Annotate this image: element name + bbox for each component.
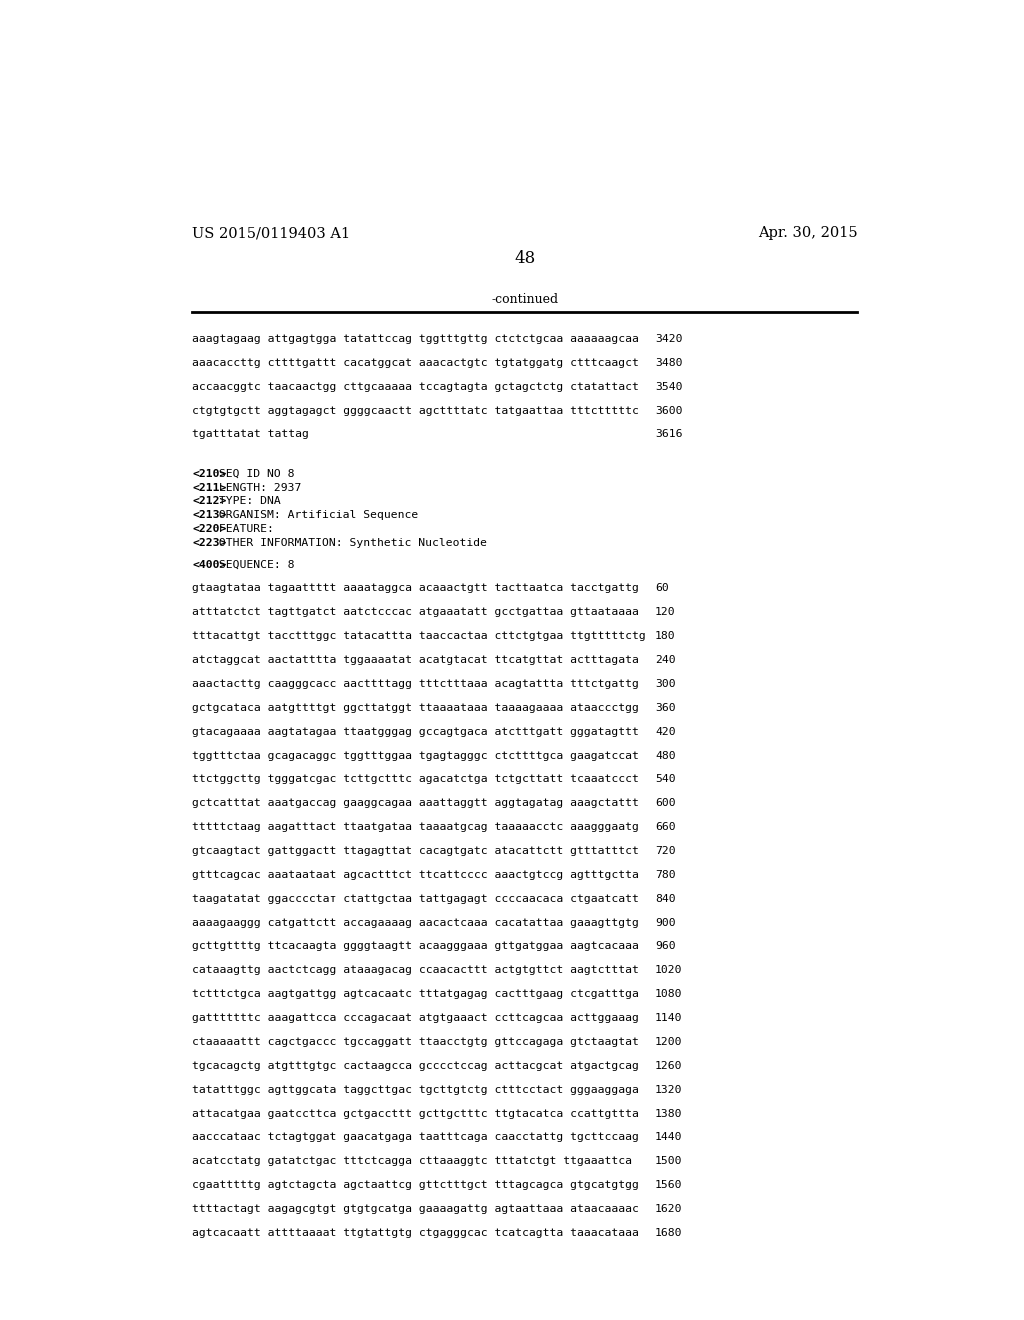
Text: LENGTH: 2937: LENGTH: 2937: [212, 483, 301, 492]
Text: cataaagttg aactctcagg ataaagacag ccaacacttt actgtgttct aagtctttat: cataaagttg aactctcagg ataaagacag ccaacac…: [193, 965, 639, 975]
Text: 1620: 1620: [655, 1204, 683, 1214]
Text: <223>: <223>: [193, 539, 226, 548]
Text: tttacattgt tacctttggc tatacattta taaccactaa cttctgtgaa ttgtttttctg: tttacattgt tacctttggc tatacattta taaccac…: [193, 631, 646, 642]
Text: ORGANISM: Artificial Sequence: ORGANISM: Artificial Sequence: [212, 511, 418, 520]
Text: -continued: -continued: [492, 293, 558, 306]
Text: 600: 600: [655, 799, 676, 808]
Text: FEATURE:: FEATURE:: [212, 524, 273, 535]
Text: 360: 360: [655, 702, 676, 713]
Text: 120: 120: [655, 607, 676, 618]
Text: SEQ ID NO 8: SEQ ID NO 8: [212, 469, 294, 479]
Text: 1380: 1380: [655, 1109, 683, 1118]
Text: cgaatttttg agtctagcta agctaattcg gttctttgct tttagcagca gtgcatgtgg: cgaatttttg agtctagcta agctaattcg gttcttt…: [193, 1180, 639, 1191]
Text: gtacagaaaa aagtatagaa ttaatgggag gccagtgaca atctttgatt gggatagttt: gtacagaaaa aagtatagaa ttaatgggag gccagtg…: [193, 726, 639, 737]
Text: 1440: 1440: [655, 1133, 683, 1142]
Text: <211>: <211>: [193, 483, 226, 492]
Text: 840: 840: [655, 894, 676, 904]
Text: aaagtagaag attgagtgga tatattccag tggtttgttg ctctctgcaa aaaaaagcaa: aaagtagaag attgagtgga tatattccag tggtttg…: [193, 334, 639, 345]
Text: 1140: 1140: [655, 1014, 683, 1023]
Text: ctaaaaattt cagctgaccc tgccaggatt ttaacctgtg gttccagaga gtctaagtat: ctaaaaattt cagctgaccc tgccaggatt ttaacct…: [193, 1038, 639, 1047]
Text: SEQUENCE: 8: SEQUENCE: 8: [212, 560, 294, 569]
Text: tttttctaag aagatttact ttaatgataa taaaatgcag taaaaacctc aaagggaatg: tttttctaag aagatttact ttaatgataa taaaatg…: [193, 822, 639, 832]
Text: tatatttggc agttggcata taggcttgac tgcttgtctg ctttcctact gggaaggaga: tatatttggc agttggcata taggcttgac tgcttgt…: [193, 1085, 639, 1094]
Text: ctgtgtgctt aggtagagct ggggcaactt agcttttatc tatgaattaa tttctttttc: ctgtgtgctt aggtagagct ggggcaactt agctttt…: [193, 405, 639, 416]
Text: aacccataac tctagtggat gaacatgaga taatttcaga caacctattg tgcttccaag: aacccataac tctagtggat gaacatgaga taatttc…: [193, 1133, 639, 1142]
Text: 1200: 1200: [655, 1038, 683, 1047]
Text: 1680: 1680: [655, 1228, 683, 1238]
Text: US 2015/0119403 A1: US 2015/0119403 A1: [193, 226, 350, 240]
Text: 1020: 1020: [655, 965, 683, 975]
Text: 180: 180: [655, 631, 676, 642]
Text: 1320: 1320: [655, 1085, 683, 1094]
Text: 900: 900: [655, 917, 676, 928]
Text: gctcatttat aaatgaccag gaaggcagaa aaattaggtt aggtagatag aaagctattt: gctcatttat aaatgaccag gaaggcagaa aaattag…: [193, 799, 639, 808]
Text: 48: 48: [514, 249, 536, 267]
Text: 3480: 3480: [655, 358, 683, 368]
Text: 1080: 1080: [655, 989, 683, 999]
Text: attacatgaa gaatccttca gctgaccttt gcttgctttc ttgtacatca ccattgttta: attacatgaa gaatccttca gctgaccttt gcttgct…: [193, 1109, 639, 1118]
Text: atctaggcat aactatttta tggaaaatat acatgtacat ttcatgttat actttagata: atctaggcat aactatttta tggaaaatat acatgta…: [193, 655, 639, 665]
Text: <220>: <220>: [193, 524, 226, 535]
Text: <212>: <212>: [193, 496, 226, 507]
Text: taagatatat ggacccctат ctattgctaa tattgagagt ccccaacaca ctgaatcatt: taagatatat ggacccctат ctattgctaa tattgag…: [193, 894, 639, 904]
Text: gcttgttttg ttcacaagta ggggtaagtt acaagggaaa gttgatggaa aagtcacaaa: gcttgttttg ttcacaagta ggggtaagtt acaaggg…: [193, 941, 639, 952]
Text: 300: 300: [655, 678, 676, 689]
Text: 720: 720: [655, 846, 676, 855]
Text: 1260: 1260: [655, 1061, 683, 1071]
Text: accaacggtc taacaactgg cttgcaaaaa tccagtagta gctagctctg ctatattact: accaacggtc taacaactgg cttgcaaaaa tccagta…: [193, 381, 639, 392]
Text: aaaagaaggg catgattctt accagaaaag aacactcaaa cacatattaa gaaagttgtg: aaaagaaggg catgattctt accagaaaag aacactc…: [193, 917, 639, 928]
Text: tgatttatat tattag: tgatttatat tattag: [193, 429, 309, 440]
Text: gtaagtataa tagaattttt aaaataggca acaaactgtt tacttaatca tacctgattg: gtaagtataa tagaattttt aaaataggca acaaact…: [193, 583, 639, 594]
Text: 540: 540: [655, 775, 676, 784]
Text: 3420: 3420: [655, 334, 683, 345]
Text: 3616: 3616: [655, 429, 683, 440]
Text: gtcaagtact gattggactt ttagagttat cacagtgatc atacattctt gtttatttct: gtcaagtact gattggactt ttagagttat cacagtg…: [193, 846, 639, 855]
Text: <210>: <210>: [193, 469, 226, 479]
Text: 240: 240: [655, 655, 676, 665]
Text: Apr. 30, 2015: Apr. 30, 2015: [758, 226, 857, 240]
Text: acatcctatg gatatctgac tttctcagga cttaaaggtc tttatctgt ttgaaattca: acatcctatg gatatctgac tttctcagga cttaaag…: [193, 1156, 633, 1167]
Text: 660: 660: [655, 822, 676, 832]
Text: ttttactagt aagagcgtgt gtgtgcatga gaaaagattg agtaattaaa ataacaaaac: ttttactagt aagagcgtgt gtgtgcatga gaaaaga…: [193, 1204, 639, 1214]
Text: <400>: <400>: [193, 560, 226, 569]
Text: 3600: 3600: [655, 405, 683, 416]
Text: 3540: 3540: [655, 381, 683, 392]
Text: OTHER INFORMATION: Synthetic Nucleotide: OTHER INFORMATION: Synthetic Nucleotide: [212, 539, 486, 548]
Text: aaacaccttg cttttgattt cacatggcat aaacactgtc tgtatggatg ctttcaagct: aaacaccttg cttttgattt cacatggcat aaacact…: [193, 358, 639, 368]
Text: 780: 780: [655, 870, 676, 880]
Text: 1500: 1500: [655, 1156, 683, 1167]
Text: ttctggcttg tgggatcgac tcttgctttc agacatctga tctgcttatt tcaaatccct: ttctggcttg tgggatcgac tcttgctttc agacatc…: [193, 775, 639, 784]
Text: 480: 480: [655, 751, 676, 760]
Text: gtttcagcac aaataataat agcactttct ttcattcccc aaactgtccg agtttgctta: gtttcagcac aaataataat agcactttct ttcattc…: [193, 870, 639, 880]
Text: tctttctgca aagtgattgg agtcacaatc tttatgagag cactttgaag ctcgatttga: tctttctgca aagtgattgg agtcacaatc tttatga…: [193, 989, 639, 999]
Text: agtcacaatt attttaaaat ttgtattgtg ctgagggcac tcatcagtta taaacataaa: agtcacaatt attttaaaat ttgtattgtg ctgaggg…: [193, 1228, 639, 1238]
Text: tgcacagctg atgtttgtgc cactaagcca gcccctccag acttacgcat atgactgcag: tgcacagctg atgtttgtgc cactaagcca gcccctc…: [193, 1061, 639, 1071]
Text: atttatctct tagttgatct aatctcccac atgaaatatt gcctgattaa gttaataaaa: atttatctct tagttgatct aatctcccac atgaaat…: [193, 607, 639, 618]
Text: 960: 960: [655, 941, 676, 952]
Text: 420: 420: [655, 726, 676, 737]
Text: TYPE: DNA: TYPE: DNA: [212, 496, 281, 507]
Text: 1560: 1560: [655, 1180, 683, 1191]
Text: tggtttctaa gcagacaggc tggtttggaa tgagtagggc ctcttttgca gaagatccat: tggtttctaa gcagacaggc tggtttggaa tgagtag…: [193, 751, 639, 760]
Text: aaactacttg caagggcacc aacttttagg tttctttaaa acagtattta tttctgattg: aaactacttg caagggcacc aacttttagg tttcttt…: [193, 678, 639, 689]
Text: gatttttttc aaagattcca cccagacaat atgtgaaact ccttcagcaa acttggaaag: gatttttttc aaagattcca cccagacaat atgtgaa…: [193, 1014, 639, 1023]
Text: 60: 60: [655, 583, 669, 594]
Text: <213>: <213>: [193, 511, 226, 520]
Text: gctgcataca aatgttttgt ggcttatggt ttaaaataaa taaaagaaaa ataaccctgg: gctgcataca aatgttttgt ggcttatggt ttaaaat…: [193, 702, 639, 713]
